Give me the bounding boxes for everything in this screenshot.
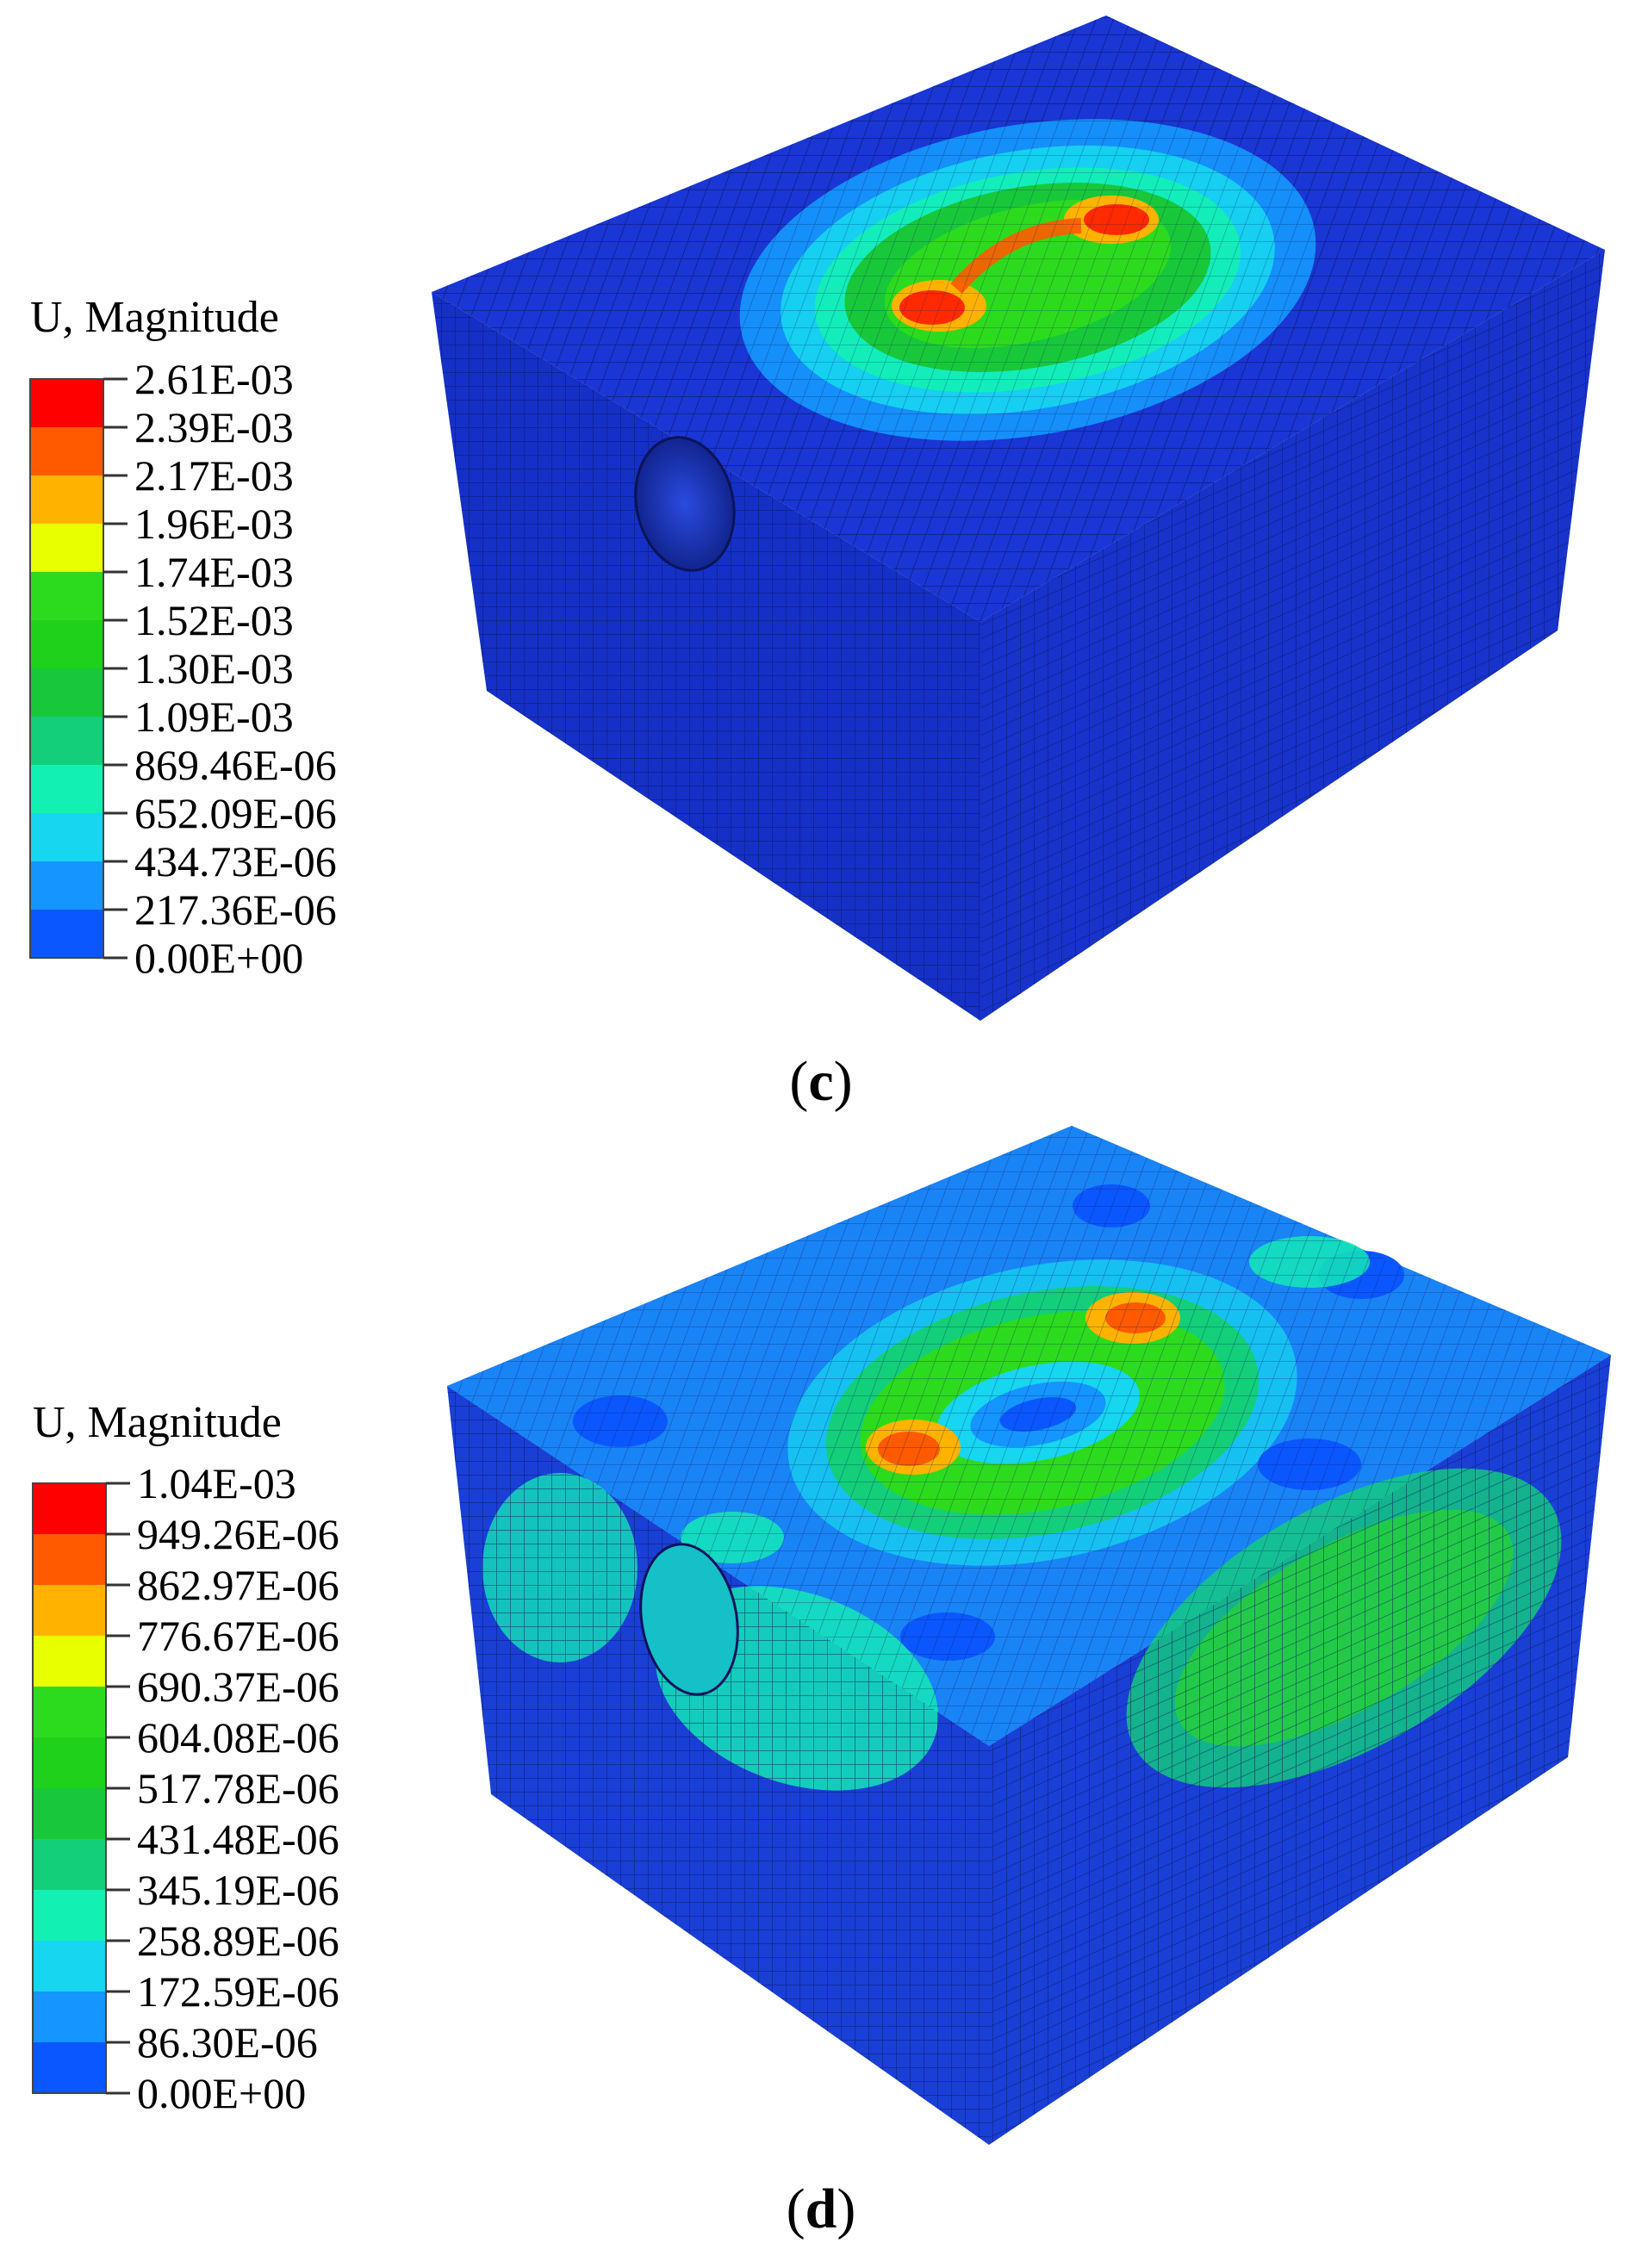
legend-label: 949.26E-06 — [137, 1510, 339, 1558]
displacement-contour-c — [432, 16, 1605, 622]
block-right-mesh-c — [980, 250, 1605, 1021]
legend-title-c: U, Magnitude — [30, 293, 279, 342]
legend-label: 690.37E-06 — [137, 1662, 339, 1711]
legend-colorbar-d — [32, 1482, 107, 2094]
block-left-mesh-c — [432, 292, 980, 1021]
legend-swatch — [30, 717, 103, 765]
legend-label: 869.46E-06 — [134, 741, 337, 789]
legend-swatch — [33, 2042, 106, 2093]
legend-label: 1.52E-03 — [134, 596, 294, 644]
legend-label: 604.08E-06 — [137, 1713, 339, 1762]
legend-swatch — [33, 1991, 106, 2042]
mesh-overlay-d — [447, 1126, 1611, 2145]
legend-label: 1.09E-03 — [134, 693, 294, 741]
legend-swatch — [33, 1839, 106, 1890]
legend-swatch — [30, 765, 103, 813]
legend-label: 434.73E-06 — [134, 837, 337, 885]
legend-label: 258.89E-06 — [137, 1917, 339, 1965]
legend-label: 86.30E-06 — [137, 2018, 318, 2066]
tunnel-hole-c — [634, 436, 736, 572]
legend-swatch — [30, 475, 103, 524]
legend-swatch — [33, 1941, 106, 1991]
legend-label: 862.97E-06 — [137, 1561, 339, 1609]
legend-label: 217.36E-06 — [134, 885, 337, 934]
legend-swatch — [30, 572, 103, 620]
legend-d: U, Magnitude 1.04E-03949.26E-06862.97E-0… — [32, 1398, 339, 2117]
legend-label: 1.30E-03 — [134, 644, 294, 693]
legend-swatch — [30, 861, 103, 910]
legend-label: 1.96E-03 — [134, 500, 294, 548]
legend-swatch — [33, 1636, 106, 1687]
legend-label: 2.61E-03 — [134, 355, 294, 403]
legend-swatch — [30, 620, 103, 668]
legend-swatch — [33, 1483, 106, 1534]
legend-label: 0.00E+00 — [137, 2069, 306, 2117]
legend-label: 776.67E-06 — [137, 1612, 339, 1660]
panel-c: U, Magnitude 2.61E-032.39E-032.17E-031.9… — [29, 16, 1605, 1113]
legend-swatch — [33, 1534, 106, 1585]
legend-title-d: U, Magnitude — [33, 1398, 282, 1447]
legend-labels-c: 2.61E-032.39E-032.17E-031.96E-031.74E-03… — [103, 355, 337, 982]
legend-label: 431.48E-06 — [137, 1815, 339, 1863]
tunnel-hole-d — [639, 1543, 739, 1696]
caption-c: (c) — [789, 1050, 852, 1113]
legend-label: 517.78E-06 — [137, 1764, 339, 1812]
legend-swatch — [30, 524, 103, 572]
legend-label: 1.04E-03 — [137, 1459, 296, 1507]
legend-label: 0.00E+00 — [134, 934, 303, 982]
legend-swatch — [33, 1687, 106, 1737]
legend-label: 2.17E-03 — [134, 451, 294, 500]
caption-d: (d) — [787, 2178, 856, 2240]
legend-swatch — [33, 1890, 106, 1941]
legend-swatch — [33, 1737, 106, 1788]
legend-label: 345.19E-06 — [137, 1866, 339, 1914]
legend-swatch — [30, 813, 103, 861]
legend-colorbar-c — [29, 378, 104, 959]
legend-label: 652.09E-06 — [134, 789, 337, 837]
legend-label: 2.39E-03 — [134, 403, 294, 451]
legend-labels-d: 1.04E-03949.26E-06862.97E-06776.67E-0669… — [106, 1459, 339, 2117]
caption-letter-c: c — [808, 1050, 833, 1113]
panel-d: U, Magnitude 1.04E-03949.26E-06862.97E-0… — [32, 1126, 1611, 2240]
legend-label: 1.74E-03 — [134, 548, 294, 596]
legend-swatch — [33, 1585, 106, 1636]
legend-label: 172.59E-06 — [137, 1967, 339, 2016]
legend-swatch — [30, 910, 103, 958]
legend-swatch — [30, 668, 103, 717]
legend-swatch — [30, 427, 103, 475]
legend-swatch — [30, 379, 103, 427]
legend-swatch — [33, 1788, 106, 1839]
caption-letter-d: d — [805, 2178, 837, 2240]
legend-c: U, Magnitude 2.61E-032.39E-032.17E-031.9… — [29, 293, 337, 982]
